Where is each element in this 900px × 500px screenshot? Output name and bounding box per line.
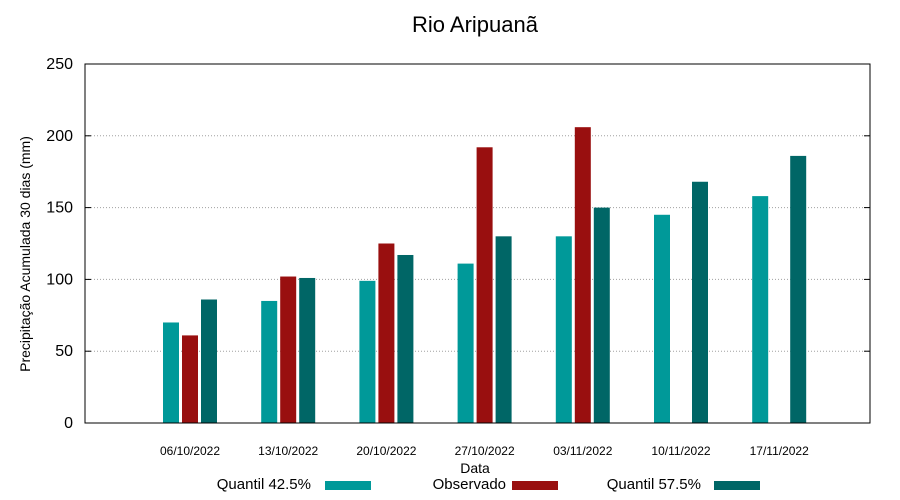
- x-tick-label: 13/10/2022: [258, 444, 318, 458]
- bar-0-2: [359, 280, 376, 423]
- legend-swatch: [325, 481, 371, 490]
- bar-0-0: [163, 322, 179, 423]
- y-tick-label: 150: [46, 200, 73, 217]
- x-tick-label: 17/11/2022: [750, 444, 809, 458]
- x-tick-label: 20/10/2022: [356, 444, 416, 458]
- x-axis-label: Data: [460, 460, 490, 476]
- bar-0-1: [261, 300, 278, 423]
- bar-2-2: [397, 254, 414, 423]
- bar-0-3: [457, 263, 474, 423]
- plot-frame: [84, 63, 871, 424]
- bar-1-0: [182, 335, 198, 423]
- y-tick-label: 200: [46, 128, 73, 145]
- x-tick-label: 06/10/2022: [160, 444, 220, 458]
- bar-0-4: [555, 236, 572, 423]
- y-tick-label: 0: [64, 415, 73, 432]
- chart-title: Rio Aripuanã: [412, 12, 539, 37]
- bar-2-1: [299, 277, 316, 423]
- bar-2-4: [593, 207, 610, 423]
- bars: [163, 127, 807, 424]
- bar-1-2: [378, 243, 395, 423]
- y-axis-label: Precipitação Acumulada 30 dias (mm): [17, 136, 33, 372]
- legend-swatch: [512, 481, 558, 490]
- y-tick-label: 250: [46, 56, 73, 73]
- bar-2-6: [790, 155, 807, 424]
- x-tick-label: 03/11/2022: [553, 444, 612, 458]
- legend-label: Observado: [433, 476, 506, 493]
- bar-0-6: [752, 196, 769, 423]
- bar-2-3: [495, 236, 512, 423]
- x-axis-ticks: 06/10/2022 13/10/2022 20/10/2022 27/10/2022…: [160, 444, 809, 458]
- y-tick-label: 50: [55, 343, 73, 360]
- x-tick-label: 10/11/2022: [651, 444, 710, 458]
- x-tick-label: 27/10/2022: [455, 444, 515, 458]
- grid-lines: [85, 135, 870, 352]
- legend-label: Quantil 42.5%: [217, 476, 311, 493]
- bar-1-4: [574, 127, 591, 424]
- bar-0-5: [654, 214, 670, 423]
- bar-1-3: [476, 147, 493, 423]
- legend-label: Quantil 57.5%: [607, 476, 701, 493]
- y-axis-ticks: 0 50 100 150 200 250: [46, 56, 870, 432]
- legend-swatch: [714, 481, 760, 490]
- y-tick-label: 100: [46, 271, 73, 288]
- bar-2-5: [692, 181, 708, 423]
- legend: Quantil 42.5% Observado Quantil 57.5%: [217, 476, 760, 493]
- bar-2-0: [201, 299, 217, 423]
- bar-1-1: [280, 276, 297, 423]
